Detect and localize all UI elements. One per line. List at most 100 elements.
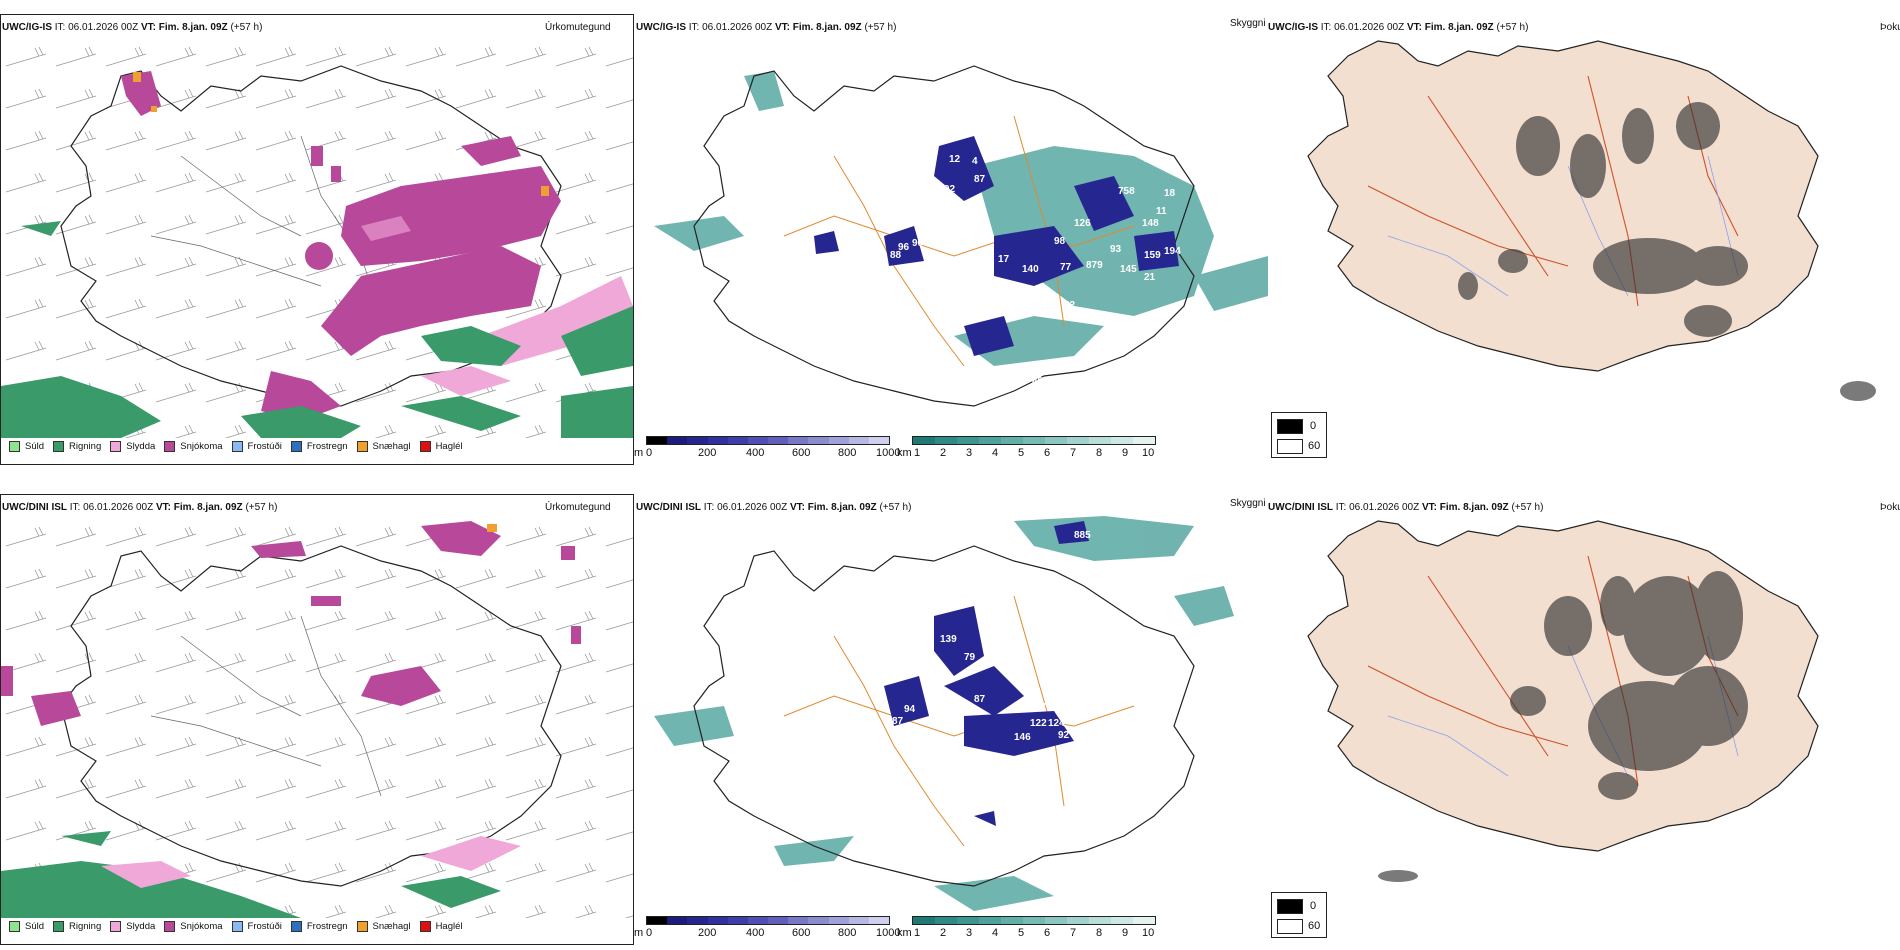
legend-swatch-freezing-drizzle: [231, 441, 243, 452]
iceland-outline: [60, 65, 562, 407]
sleet-areas: [361, 216, 633, 396]
colorbar-tick: 0: [646, 447, 653, 459]
graupel-areas: [487, 524, 497, 532]
colorbar-segment: [848, 437, 869, 444]
cloud-value-label: 98: [1054, 236, 1066, 247]
colorbar-unit: km: [897, 927, 912, 939]
cloud-value-label: 758: [1118, 186, 1135, 197]
colorbar-segment: [1089, 437, 1111, 444]
colorbar-unit: m: [634, 927, 644, 939]
colorbar-segment: [848, 917, 869, 924]
roads: [783, 595, 1135, 847]
colorbar-segment: [727, 917, 748, 924]
panel-title: Úrkomutegund: [545, 22, 611, 33]
legend-swatch-rain: [53, 441, 65, 452]
cloud-value-label: 92: [1058, 730, 1070, 741]
cloud-value-label: 153: [1142, 324, 1159, 335]
colorbar-tick: 6: [1044, 447, 1051, 459]
colorbar-tick: 7: [1070, 447, 1077, 459]
cloud-value-label: 637: [1026, 756, 1043, 767]
colorbar-tick: 1000: [876, 927, 901, 939]
cloud-value-label: 94: [904, 704, 916, 715]
cloud-value-label: 145: [1120, 264, 1137, 275]
map-precip-type: [1, 516, 633, 918]
precip-type-panel-top: UWC/IG-IS IT: 06.01.2026 00Z VT: Fim. 8.…: [0, 0, 634, 470]
legend-label: Frostúði: [247, 441, 282, 452]
colorbar-tick: 4: [992, 447, 999, 459]
legend-swatch-graupel: [356, 441, 368, 452]
visibility-shading: [654, 516, 1234, 911]
legend-label: Frostregn: [306, 441, 348, 452]
colorbar-segment: [957, 917, 979, 924]
colorbar-segment: [747, 917, 769, 924]
colorbar-tick: 10: [1142, 927, 1155, 939]
colorbar-segment: [808, 917, 829, 924]
colorbar-tick: 800: [838, 447, 857, 459]
fog-legend-label: 0: [1310, 900, 1317, 912]
cloud-value-label: 121: [1044, 558, 1061, 569]
colorbar-segment: [828, 437, 849, 444]
cloudbase-colorbar: [646, 916, 890, 925]
colorbar-segment: [1045, 917, 1067, 924]
colorbar-tick: 1: [914, 927, 921, 939]
colorbar-segment: [747, 437, 769, 444]
colorbar-tick: 5: [1018, 447, 1025, 459]
colorbar-segment: [1001, 437, 1023, 444]
iceland-outline: [693, 545, 1195, 887]
legend-swatch-drizzle: [9, 921, 20, 932]
cloud-value-label: 140: [1022, 264, 1039, 275]
colorbar-segment: [828, 917, 849, 924]
wind-barbs: [1, 516, 633, 918]
cloud-value-label: 122: [1080, 726, 1097, 737]
fog-legend-swatch-black: [1277, 899, 1303, 914]
cloud-value-label: 120: [1234, 398, 1251, 409]
fog-legend: 0 60: [1271, 412, 1327, 458]
map-frame: [0, 494, 634, 945]
cloud-value-label: 85: [1122, 734, 1134, 745]
cloud-value-label: 93: [1110, 244, 1122, 255]
cloud-value-label: 879: [1086, 260, 1103, 271]
cloud-value-label: 90: [912, 238, 924, 249]
visibility-colorbar: [912, 436, 1156, 445]
legend-swatch-snow: [164, 921, 176, 932]
colorbar-segment: [768, 437, 789, 444]
panel-title: Þokuábendi: [1880, 502, 1900, 513]
cloud-value-label: 921: [1036, 360, 1053, 371]
fog-legend-label: 60: [1308, 920, 1321, 932]
colorbar-tick: 7: [1070, 927, 1077, 939]
legend-swatch-drizzle: [9, 441, 20, 452]
roads: [1367, 555, 1739, 787]
legend-label: Snæhagl: [372, 921, 411, 932]
legend-label: Haglél: [435, 921, 463, 932]
colorbar-segment: [1133, 917, 1155, 924]
legend-swatch-sleet: [110, 921, 122, 932]
colorbar-tick: 0: [646, 927, 653, 939]
precip-legend: Súld Rigning Slydda Snjókoma Frostúði Fr…: [0, 921, 463, 932]
panel-header: UWC/IG-IS IT: 06.01.2026 00Z VT: Fim. 8.…: [1268, 22, 1529, 33]
legend-swatch-sleet: [110, 441, 122, 452]
legend-label: Slydda: [126, 921, 156, 932]
legend-swatch-hail: [419, 921, 431, 932]
cloud-value-label: 87: [974, 694, 986, 705]
colorbar-segment: [808, 437, 829, 444]
cloud-value-label: 146: [1014, 732, 1031, 743]
cloud-value-label: 19: [1144, 154, 1156, 165]
roads: [783, 115, 1135, 367]
rain-areas: [1, 221, 633, 438]
legend-label: Frostúði: [247, 921, 282, 932]
colorbar-tick: 5: [1018, 927, 1025, 939]
fog-panel-bottom: UWC/DINI ISL IT: 06.01.2026 00Z VT: Fim.…: [1268, 480, 1900, 950]
fog-legend-swatch-white: [1277, 439, 1303, 454]
colorbar-segment: [1023, 917, 1045, 924]
map-cloud: 885 121 93 139 79 90 87 94 87 117 122 12…: [654, 516, 1234, 911]
legend-label: Haglél: [435, 441, 463, 452]
cloud-value-label: 96: [898, 242, 910, 253]
colorbar-tick: 9: [1122, 927, 1129, 939]
cloud-value-label: 885: [1074, 530, 1091, 541]
cloud-base-labels: 885 121 93 139 79 90 87 94 87 117 122 12…: [892, 530, 1134, 824]
colorbar-segment: [868, 917, 890, 924]
panel-header: UWC/DINI ISL IT: 06.01.2026 00Z VT: Fim.…: [2, 502, 278, 513]
colorbar-tick: 2: [940, 447, 947, 459]
colorbar-segment: [868, 437, 890, 444]
colorbar-segment: [1023, 437, 1045, 444]
